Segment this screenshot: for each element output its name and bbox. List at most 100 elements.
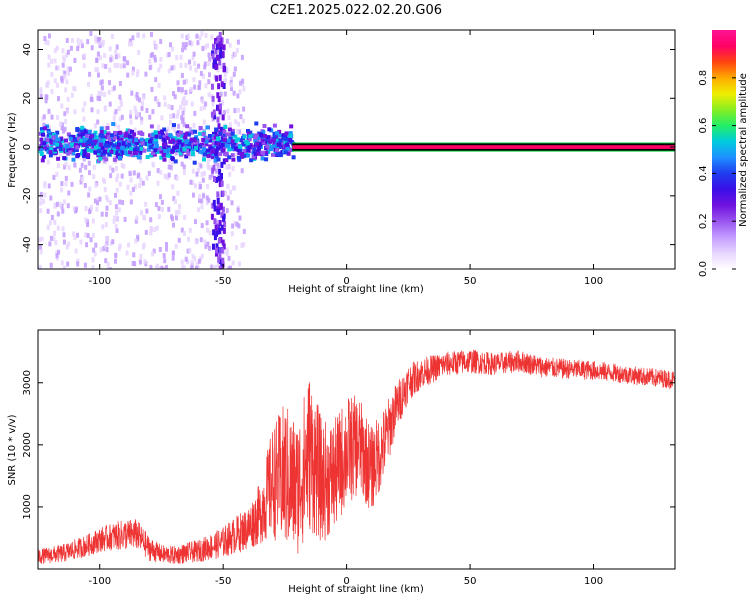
heat-noise-cell — [115, 44, 119, 50]
heat-streak-cell — [221, 190, 225, 197]
heat-band-cell — [56, 156, 61, 161]
heat-noise-cell — [116, 173, 120, 179]
heat-noise-cell — [162, 253, 166, 259]
x-tick-label: -100 — [88, 576, 111, 587]
heat-noise-cell — [216, 219, 219, 225]
heat-band-cell — [227, 127, 232, 132]
heat-noise-cell — [197, 207, 201, 213]
heat-band-cell — [133, 151, 138, 155]
heat-noise-cell — [55, 45, 59, 51]
heat-band-cell — [272, 131, 277, 136]
heat-noise-cell — [169, 42, 172, 48]
heat-band-cell — [159, 155, 164, 160]
heat-band-cell — [116, 145, 120, 150]
heat-streak-cell — [216, 208, 220, 215]
heat-band-cell — [83, 142, 88, 147]
heat-band-cell — [259, 132, 264, 137]
heat-noise-cell — [49, 262, 53, 268]
heat-streak-cell — [220, 173, 223, 179]
heat-noise-cell — [201, 73, 205, 79]
heat-noise-cell — [156, 180, 160, 186]
heat-noise-cell — [145, 175, 149, 181]
heat-noise-cell — [62, 265, 66, 269]
y-tick-label: -20 — [22, 188, 33, 204]
heat-band-cell — [90, 141, 95, 146]
heat-band-cell — [142, 141, 147, 146]
heat-noise-cell — [92, 247, 96, 253]
heat-band-cell — [53, 134, 58, 139]
heat-noise-cell — [202, 170, 206, 176]
heat-band-cell — [66, 148, 71, 153]
heat-noise-cell — [114, 252, 118, 258]
heat-band-cell — [264, 150, 269, 155]
heat-band-cell — [69, 148, 74, 152]
heat-noise-cell — [117, 124, 121, 130]
heat-noise-cell — [186, 33, 190, 39]
heat-noise-cell — [190, 264, 194, 269]
heat-band-cell — [262, 124, 267, 128]
heat-noise-cell — [232, 90, 236, 96]
heat-band-cell — [259, 150, 264, 155]
heat-noise-cell — [210, 34, 214, 40]
y-tick-label: -40 — [22, 236, 33, 252]
heat-noise-cell — [242, 106, 246, 112]
heat-noise-cell — [91, 232, 95, 238]
heat-noise-cell — [177, 237, 181, 243]
heat-noise-cell — [167, 164, 171, 170]
x-tick-label: 50 — [464, 576, 477, 587]
heat-band-cell — [184, 140, 189, 145]
heat-noise-cell — [226, 108, 230, 114]
heat-band-cell — [48, 150, 53, 155]
heat-band-cell — [239, 154, 244, 159]
heat-band-cell — [132, 141, 137, 146]
heat-band-cell — [287, 147, 292, 152]
heat-streak-cell — [222, 83, 226, 89]
heat-band-cell — [40, 129, 45, 134]
heat-noise-cell — [80, 176, 84, 182]
heat-band-cell — [109, 142, 114, 147]
heat-noise-cell — [235, 152, 239, 158]
heat-streak-cell — [211, 95, 215, 102]
heat-band-cell — [172, 123, 176, 128]
heat-streak-cell — [215, 43, 219, 50]
heat-band-cell — [231, 157, 236, 162]
heat-noise-cell — [220, 110, 224, 116]
heat-band-cell — [230, 131, 235, 136]
heat-band-cell — [282, 146, 287, 151]
heat-noise-cell — [55, 201, 59, 207]
heat-band-cell — [290, 140, 295, 145]
heat-noise-cell — [194, 67, 198, 73]
heat-noise-cell — [120, 173, 124, 179]
heat-noise-cell — [148, 114, 152, 120]
heat-noise-cell — [183, 101, 187, 107]
heat-band-cell — [128, 137, 133, 142]
heat-noise-cell — [200, 171, 204, 177]
heat-noise-cell — [131, 66, 135, 72]
heat-band-cell — [270, 144, 275, 149]
heat-noise-cell — [202, 105, 206, 111]
heat-noise-cell — [167, 206, 171, 212]
heat-noise-cell — [56, 115, 60, 120]
heat-band-cell — [272, 135, 277, 139]
heat-noise-cell — [159, 56, 163, 62]
heat-noise-cell — [159, 194, 162, 200]
heat-streak-cell — [220, 247, 224, 254]
heat-noise-cell — [119, 98, 123, 104]
heat-band-cell — [98, 133, 103, 138]
heat-noise-cell — [167, 126, 170, 132]
heat-band-cell — [171, 157, 175, 162]
heat-noise-cell — [187, 236, 190, 242]
heat-band-cell — [210, 148, 215, 153]
heat-band-cell — [192, 138, 197, 143]
heat-streak-cell — [222, 215, 226, 222]
heat-noise-cell — [131, 187, 135, 192]
heat-band-cell — [204, 142, 209, 147]
heat-noise-cell — [106, 266, 110, 269]
heat-noise-cell — [127, 242, 131, 248]
heat-noise-cell — [77, 43, 80, 49]
heat-noise-cell — [138, 259, 142, 265]
heat-noise-cell — [159, 169, 163, 175]
heat-band-cell — [139, 146, 143, 151]
heat-band-cell — [66, 132, 71, 137]
heat-noise-cell — [91, 218, 95, 224]
